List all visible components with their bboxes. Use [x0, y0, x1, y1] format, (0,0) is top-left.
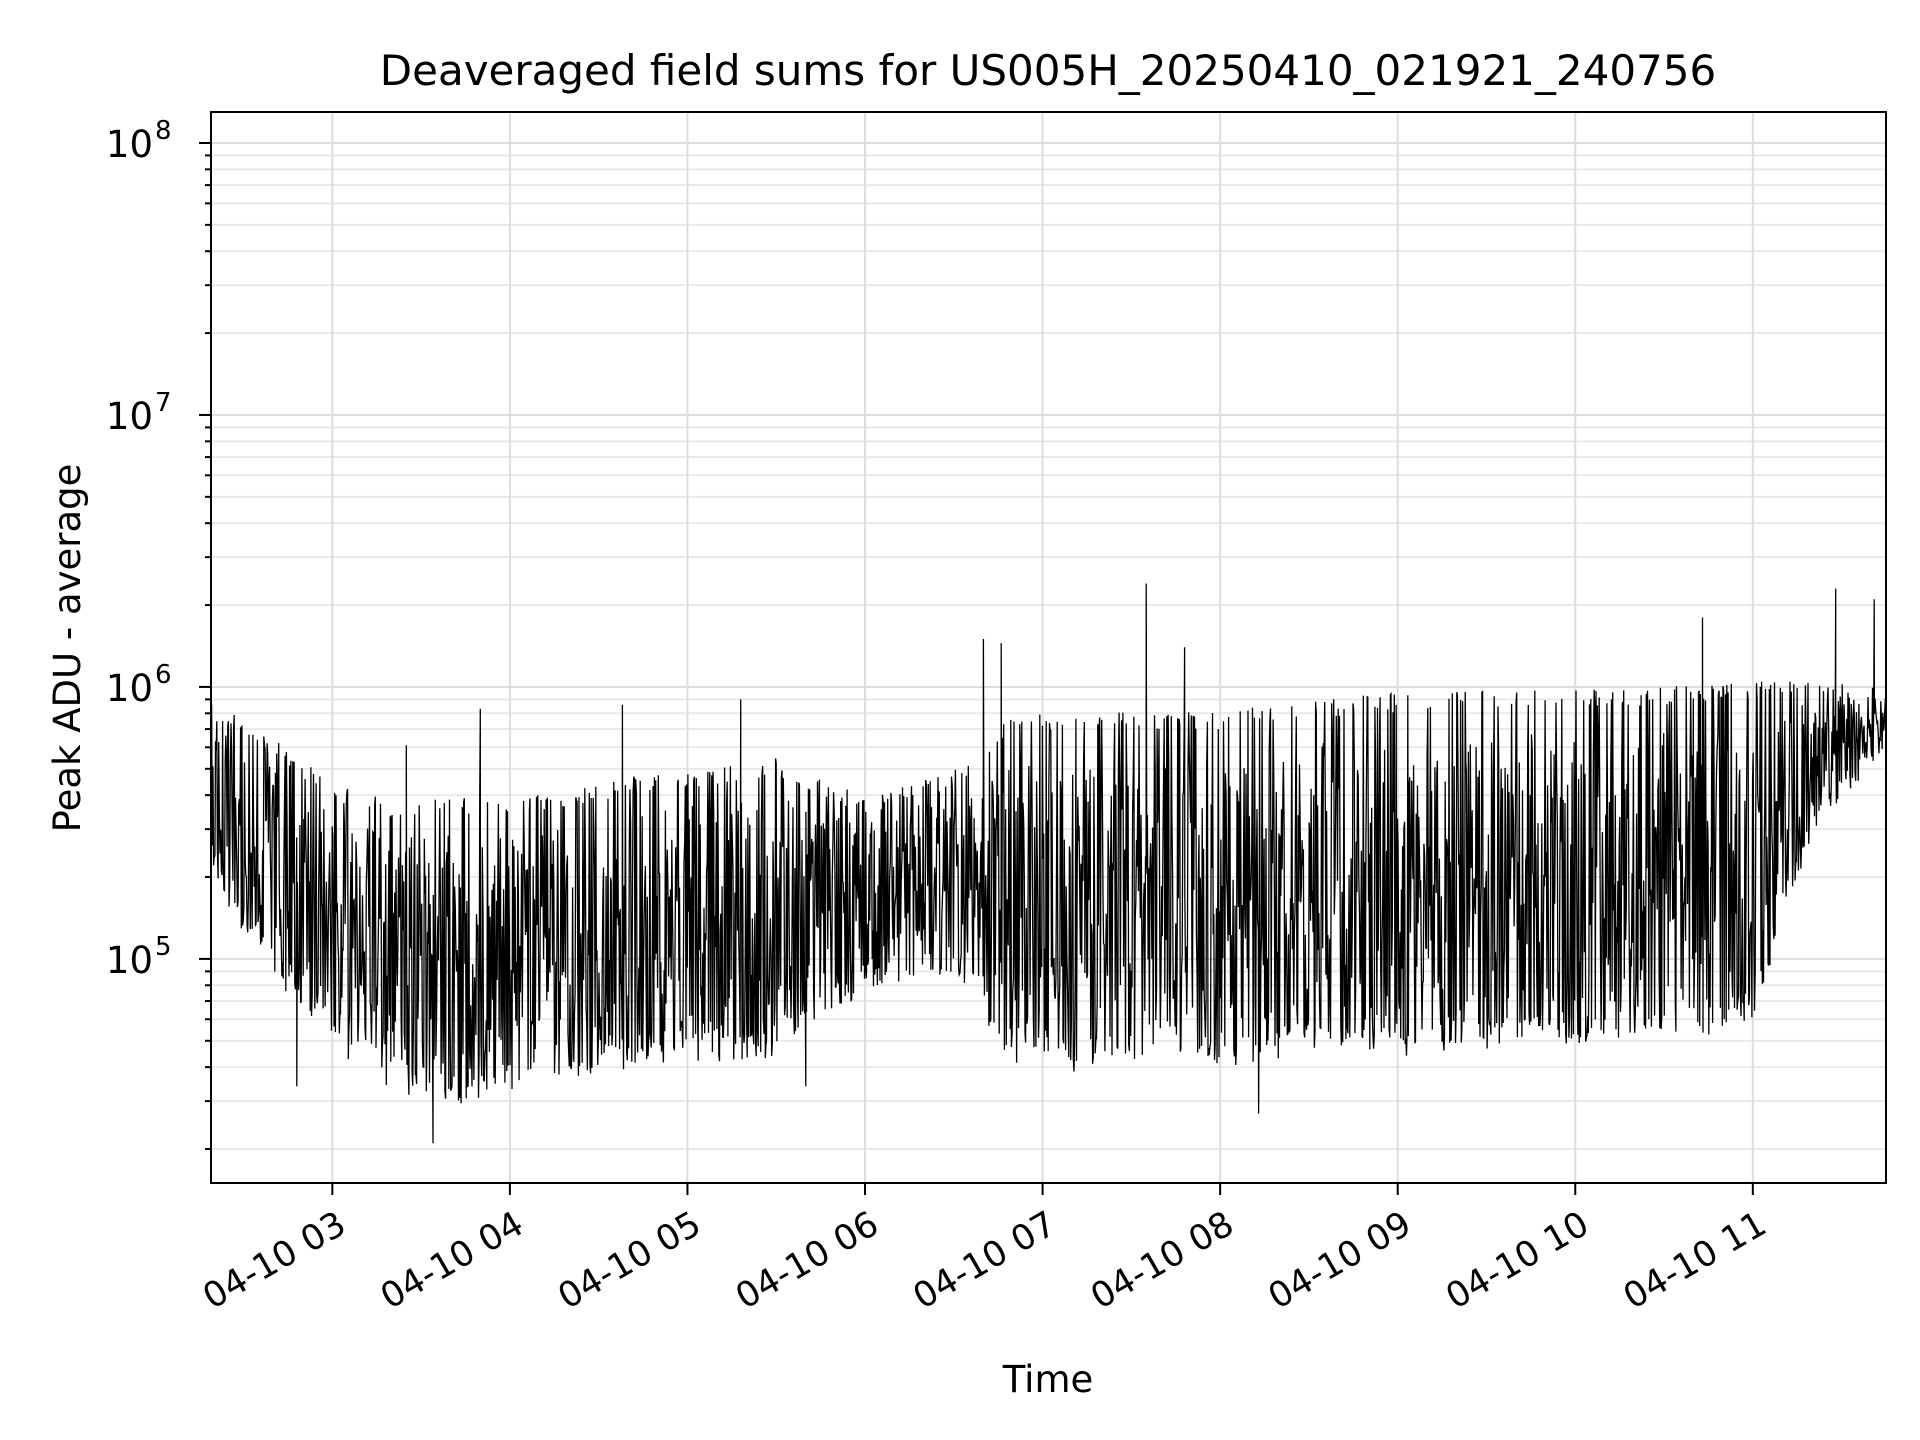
series-line — [210, 583, 1887, 1144]
y-tick-exponent: 7 — [155, 388, 172, 418]
y-tick-exponent: 8 — [155, 116, 172, 146]
y-tick-label: 10 — [106, 939, 153, 982]
y-tick-exponent: 5 — [155, 932, 172, 962]
y-tick-label: 10 — [106, 667, 153, 710]
x-axis-label: Time — [1002, 1358, 1094, 1401]
plot-frame — [210, 111, 1887, 1184]
y-axis-label: Peak ADU - average — [46, 464, 89, 833]
y-tick-label: 10 — [106, 123, 153, 166]
data-series — [210, 583, 1887, 1144]
chart-title: Deaveraged field sums for US005H_2025041… — [380, 46, 1716, 95]
y-tick-exponent: 6 — [155, 660, 172, 690]
y-tick-label: 10 — [106, 395, 153, 438]
